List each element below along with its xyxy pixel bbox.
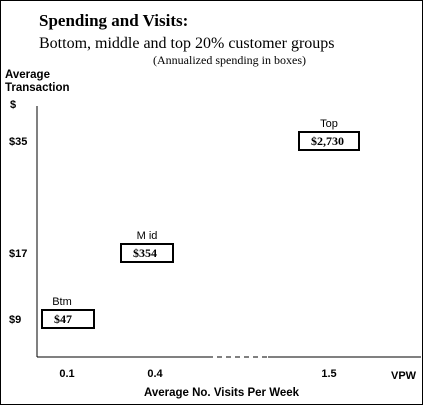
data-value-label: $2,730 bbox=[311, 134, 344, 148]
data-value-label: $354 bbox=[133, 246, 157, 260]
category-label: M id bbox=[137, 230, 158, 242]
chart-title: Spending and Visits: bbox=[39, 11, 189, 30]
chart-note: (Annualized spending in boxes) bbox=[153, 53, 306, 67]
y-tick-label: $35 bbox=[9, 136, 27, 148]
category-label: Btm bbox=[52, 296, 72, 308]
data-box bbox=[120, 243, 174, 263]
x-axis-label: Average No. Visits Per Week bbox=[143, 387, 300, 399]
category-label: Top bbox=[320, 118, 338, 130]
y-axis-label: Average Transaction bbox=[5, 69, 70, 94]
x-tick-label: 0.4 bbox=[147, 368, 163, 380]
y-tick-label: $9 bbox=[9, 314, 21, 326]
data-box bbox=[298, 131, 360, 151]
data-value-label: $47 bbox=[54, 312, 72, 326]
y-axis-unit: $ bbox=[10, 99, 17, 111]
chart-subtitle: Bottom, middle and top 20% customer grou… bbox=[39, 35, 335, 52]
data-box bbox=[41, 309, 95, 329]
y-tick-label: $17 bbox=[9, 248, 27, 260]
x-tick-label: 1.5 bbox=[321, 368, 336, 380]
x-tick-label: 0.1 bbox=[59, 368, 74, 380]
x-axis-unit: VPW bbox=[391, 370, 417, 382]
